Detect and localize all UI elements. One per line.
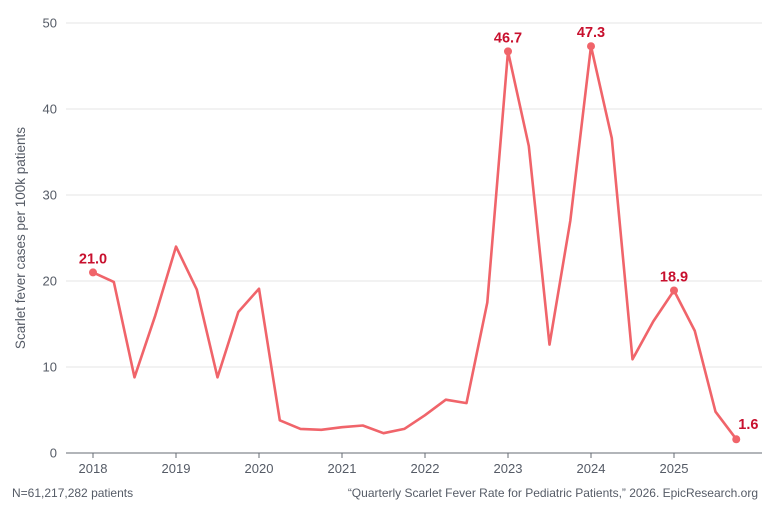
x-tick-label: 2019 [162, 461, 191, 476]
data-point-marker [504, 47, 512, 56]
gridlines [66, 22, 762, 368]
series-line-group [91, 44, 738, 441]
x-tick-label: 2020 [245, 461, 274, 476]
y-tick-label: 10 [43, 360, 57, 375]
series-line [91, 44, 738, 441]
x-tick-label: 2025 [660, 461, 689, 476]
x-tick-labels: 2018 2019 2020 2021 2022 2023 2024 2025 [79, 453, 689, 476]
y-tick-labels: 0 10 20 30 40 50 [43, 16, 57, 461]
x-tick-label: 2022 [411, 461, 440, 476]
data-point-marker [732, 435, 741, 444]
x-tick-label: 2023 [494, 461, 523, 476]
data-point-marker [670, 286, 678, 295]
x-tick-label: 2018 [79, 461, 108, 476]
data-label: 1.6 [738, 417, 758, 433]
y-tick-label: 40 [43, 102, 57, 117]
annotations: 21.0 46.7 47.3 18.9 1.6 [79, 25, 758, 444]
data-label: 46.7 [494, 30, 522, 46]
y-tick-label: 20 [43, 274, 57, 289]
x-tick-label: 2021 [328, 461, 357, 476]
y-axis-label: Scarlet fever cases per 100k patients [13, 127, 28, 349]
data-label: 47.3 [577, 25, 605, 41]
y-tick-label: 0 [50, 446, 57, 461]
y-tick-label: 30 [43, 188, 57, 203]
data-point-marker [587, 42, 595, 51]
data-point-marker [89, 268, 97, 277]
data-label: 21.0 [79, 251, 107, 267]
sample-size-note: N=61,217,282 patients [12, 486, 134, 500]
x-tick-label: 2024 [577, 461, 606, 476]
source-citation: “Quarterly Scarlet Fever Rate for Pediat… [347, 486, 758, 500]
y-tick-label: 50 [43, 16, 57, 31]
data-label: 18.9 [660, 269, 688, 285]
